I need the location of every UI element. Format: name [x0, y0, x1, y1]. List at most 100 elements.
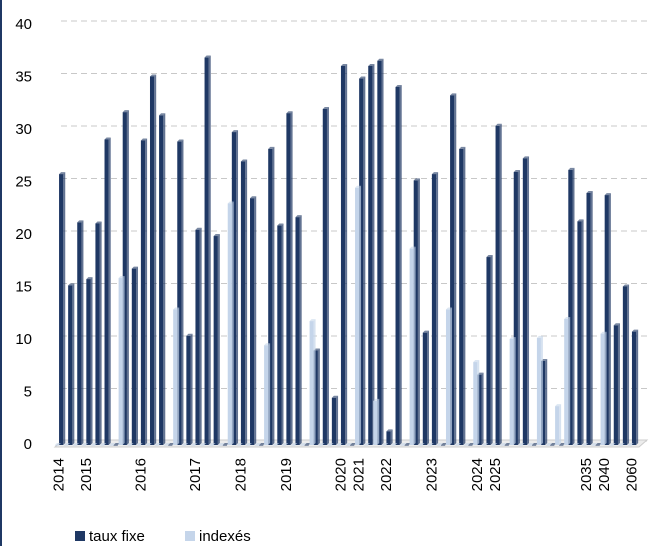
bar — [395, 84, 402, 445]
bar-face — [327, 445, 332, 446]
bar-face — [149, 76, 155, 445]
bar-face — [177, 307, 180, 445]
bar-face — [382, 443, 389, 445]
bar-face — [291, 445, 296, 446]
bar-face — [546, 445, 551, 446]
bar-face — [113, 443, 120, 445]
bar — [168, 443, 175, 446]
bar-face — [191, 443, 198, 445]
bar-face — [622, 286, 628, 445]
bar — [259, 443, 266, 446]
bar — [200, 443, 207, 446]
bar-face — [404, 445, 409, 446]
bar-face — [572, 167, 575, 445]
bar-face — [555, 404, 562, 407]
bar-face — [454, 93, 457, 445]
bar-face — [104, 139, 109, 445]
bar — [95, 221, 102, 445]
bar-face — [313, 319, 316, 445]
x-tick-label: 2022 — [378, 458, 395, 491]
bar — [464, 443, 471, 446]
bar-face — [527, 445, 532, 446]
x-tick-label: 2014 — [51, 458, 68, 491]
bar-face — [81, 220, 84, 445]
bar-face — [390, 429, 393, 445]
y-tick-label: 0 — [24, 436, 32, 453]
bar-face — [573, 443, 580, 445]
bar — [368, 63, 375, 445]
bar-face — [582, 445, 587, 446]
bar-face — [491, 445, 496, 446]
bar-face — [604, 193, 611, 196]
bar-face — [240, 159, 248, 162]
bar-face — [577, 221, 582, 445]
bar-face — [54, 445, 59, 446]
bar — [182, 443, 189, 446]
bar-face — [304, 445, 309, 446]
bar — [613, 323, 620, 445]
bar-face — [200, 445, 205, 446]
bar-face — [459, 148, 464, 445]
bar-face — [436, 445, 441, 446]
bar-face — [145, 445, 150, 446]
bar-face — [222, 443, 229, 445]
bar-face — [350, 443, 357, 445]
x-tick-label: 2035 — [578, 458, 595, 491]
bar-face — [282, 443, 289, 445]
bar-face — [68, 285, 73, 445]
bar-face — [409, 248, 414, 445]
bar — [536, 335, 543, 445]
bar — [91, 443, 98, 446]
bar-face — [577, 219, 584, 222]
bar — [64, 443, 71, 446]
bar — [255, 443, 262, 446]
bar-face — [613, 323, 620, 326]
bar-face — [449, 307, 452, 445]
bar-face — [200, 443, 207, 445]
bar-face — [504, 443, 511, 445]
bar-face — [477, 374, 482, 445]
bar-face — [431, 172, 439, 175]
bar-face — [199, 227, 202, 445]
bar-face — [227, 203, 232, 445]
bar-face — [209, 443, 216, 445]
bar-face — [113, 445, 118, 446]
bar-face — [386, 429, 393, 432]
bar-face — [99, 221, 102, 445]
bar-face — [604, 331, 607, 445]
bar — [522, 156, 530, 445]
bar-face — [600, 333, 605, 445]
bar-face — [395, 84, 402, 87]
bar — [559, 443, 566, 446]
bar — [455, 443, 462, 446]
bar-face — [186, 335, 191, 445]
bar-face — [300, 443, 307, 445]
bar-face — [463, 146, 466, 445]
bar-face — [195, 227, 202, 230]
bar-face — [372, 63, 375, 445]
bar-face — [245, 159, 248, 445]
bar — [54, 443, 61, 446]
bar-face — [500, 443, 507, 445]
bar-face — [445, 309, 450, 445]
bar-face — [118, 276, 125, 279]
bar-face — [159, 115, 164, 446]
bar-face — [73, 445, 78, 446]
bar-face — [63, 172, 66, 445]
bar-face — [608, 193, 611, 445]
bar-face — [413, 178, 420, 181]
bar-face — [86, 279, 91, 445]
bar-face — [236, 443, 243, 445]
bar-face — [627, 445, 632, 446]
bar — [609, 443, 616, 446]
bar-face — [331, 397, 337, 445]
bar-face — [345, 445, 350, 446]
bar-face — [455, 445, 460, 446]
bar — [618, 443, 625, 446]
bar-face — [122, 276, 125, 445]
bar-face — [295, 217, 300, 445]
bar-face — [513, 170, 520, 172]
bar — [495, 123, 502, 446]
bar-face — [68, 283, 75, 286]
y-tick-label: 30 — [15, 121, 32, 138]
